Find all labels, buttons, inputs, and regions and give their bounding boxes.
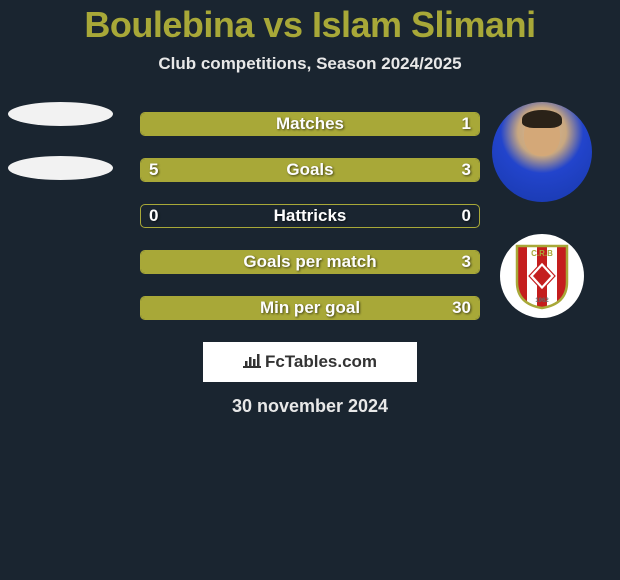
watermark-text: FcTables.com [265, 352, 377, 372]
player-right-avatar [492, 102, 592, 202]
stat-label: Hattricks [274, 206, 347, 226]
player-photo-placeholder-icon [8, 102, 113, 126]
stat-row: Min per goal 30 [140, 296, 480, 320]
stat-fill-right [351, 159, 479, 181]
stat-row: Goals per match 3 [140, 250, 480, 274]
player-right-club-badge: C.R.B 1962 [500, 234, 584, 318]
stat-value-left: 5 [149, 160, 158, 180]
watermark: FcTables.com [203, 342, 417, 382]
stat-label: Goals [286, 160, 333, 180]
stat-value-right: 3 [462, 160, 471, 180]
stat-row: 0 Hattricks 0 [140, 204, 480, 228]
player-right-block [492, 102, 592, 202]
stat-value-right: 30 [452, 298, 471, 318]
stat-value-right: 1 [462, 114, 471, 134]
page-title: Boulebina vs Islam Slimani [0, 4, 620, 46]
svg-text:1962: 1962 [535, 298, 549, 304]
stat-label: Goals per match [243, 252, 376, 272]
stats-area: C.R.B 1962 Matches15Goals30Hattricks0Goa… [0, 112, 620, 320]
club-logo-placeholder-icon [8, 156, 113, 180]
date-label: 30 november 2024 [0, 396, 620, 417]
stat-label: Min per goal [260, 298, 360, 318]
stat-value-right: 0 [462, 206, 471, 226]
stat-value-left: 0 [149, 206, 158, 226]
svg-text:C.R.B: C.R.B [531, 249, 553, 258]
player-left-placeholder [8, 102, 113, 210]
stat-row: Matches 1 [140, 112, 480, 136]
stat-row: 5 Goals 3 [140, 158, 480, 182]
club-crest-icon: C.R.B 1962 [513, 242, 571, 310]
stat-value-right: 3 [462, 252, 471, 272]
stat-label: Matches [276, 114, 344, 134]
bar-chart-icon [243, 352, 261, 373]
subtitle: Club competitions, Season 2024/2025 [0, 54, 620, 74]
